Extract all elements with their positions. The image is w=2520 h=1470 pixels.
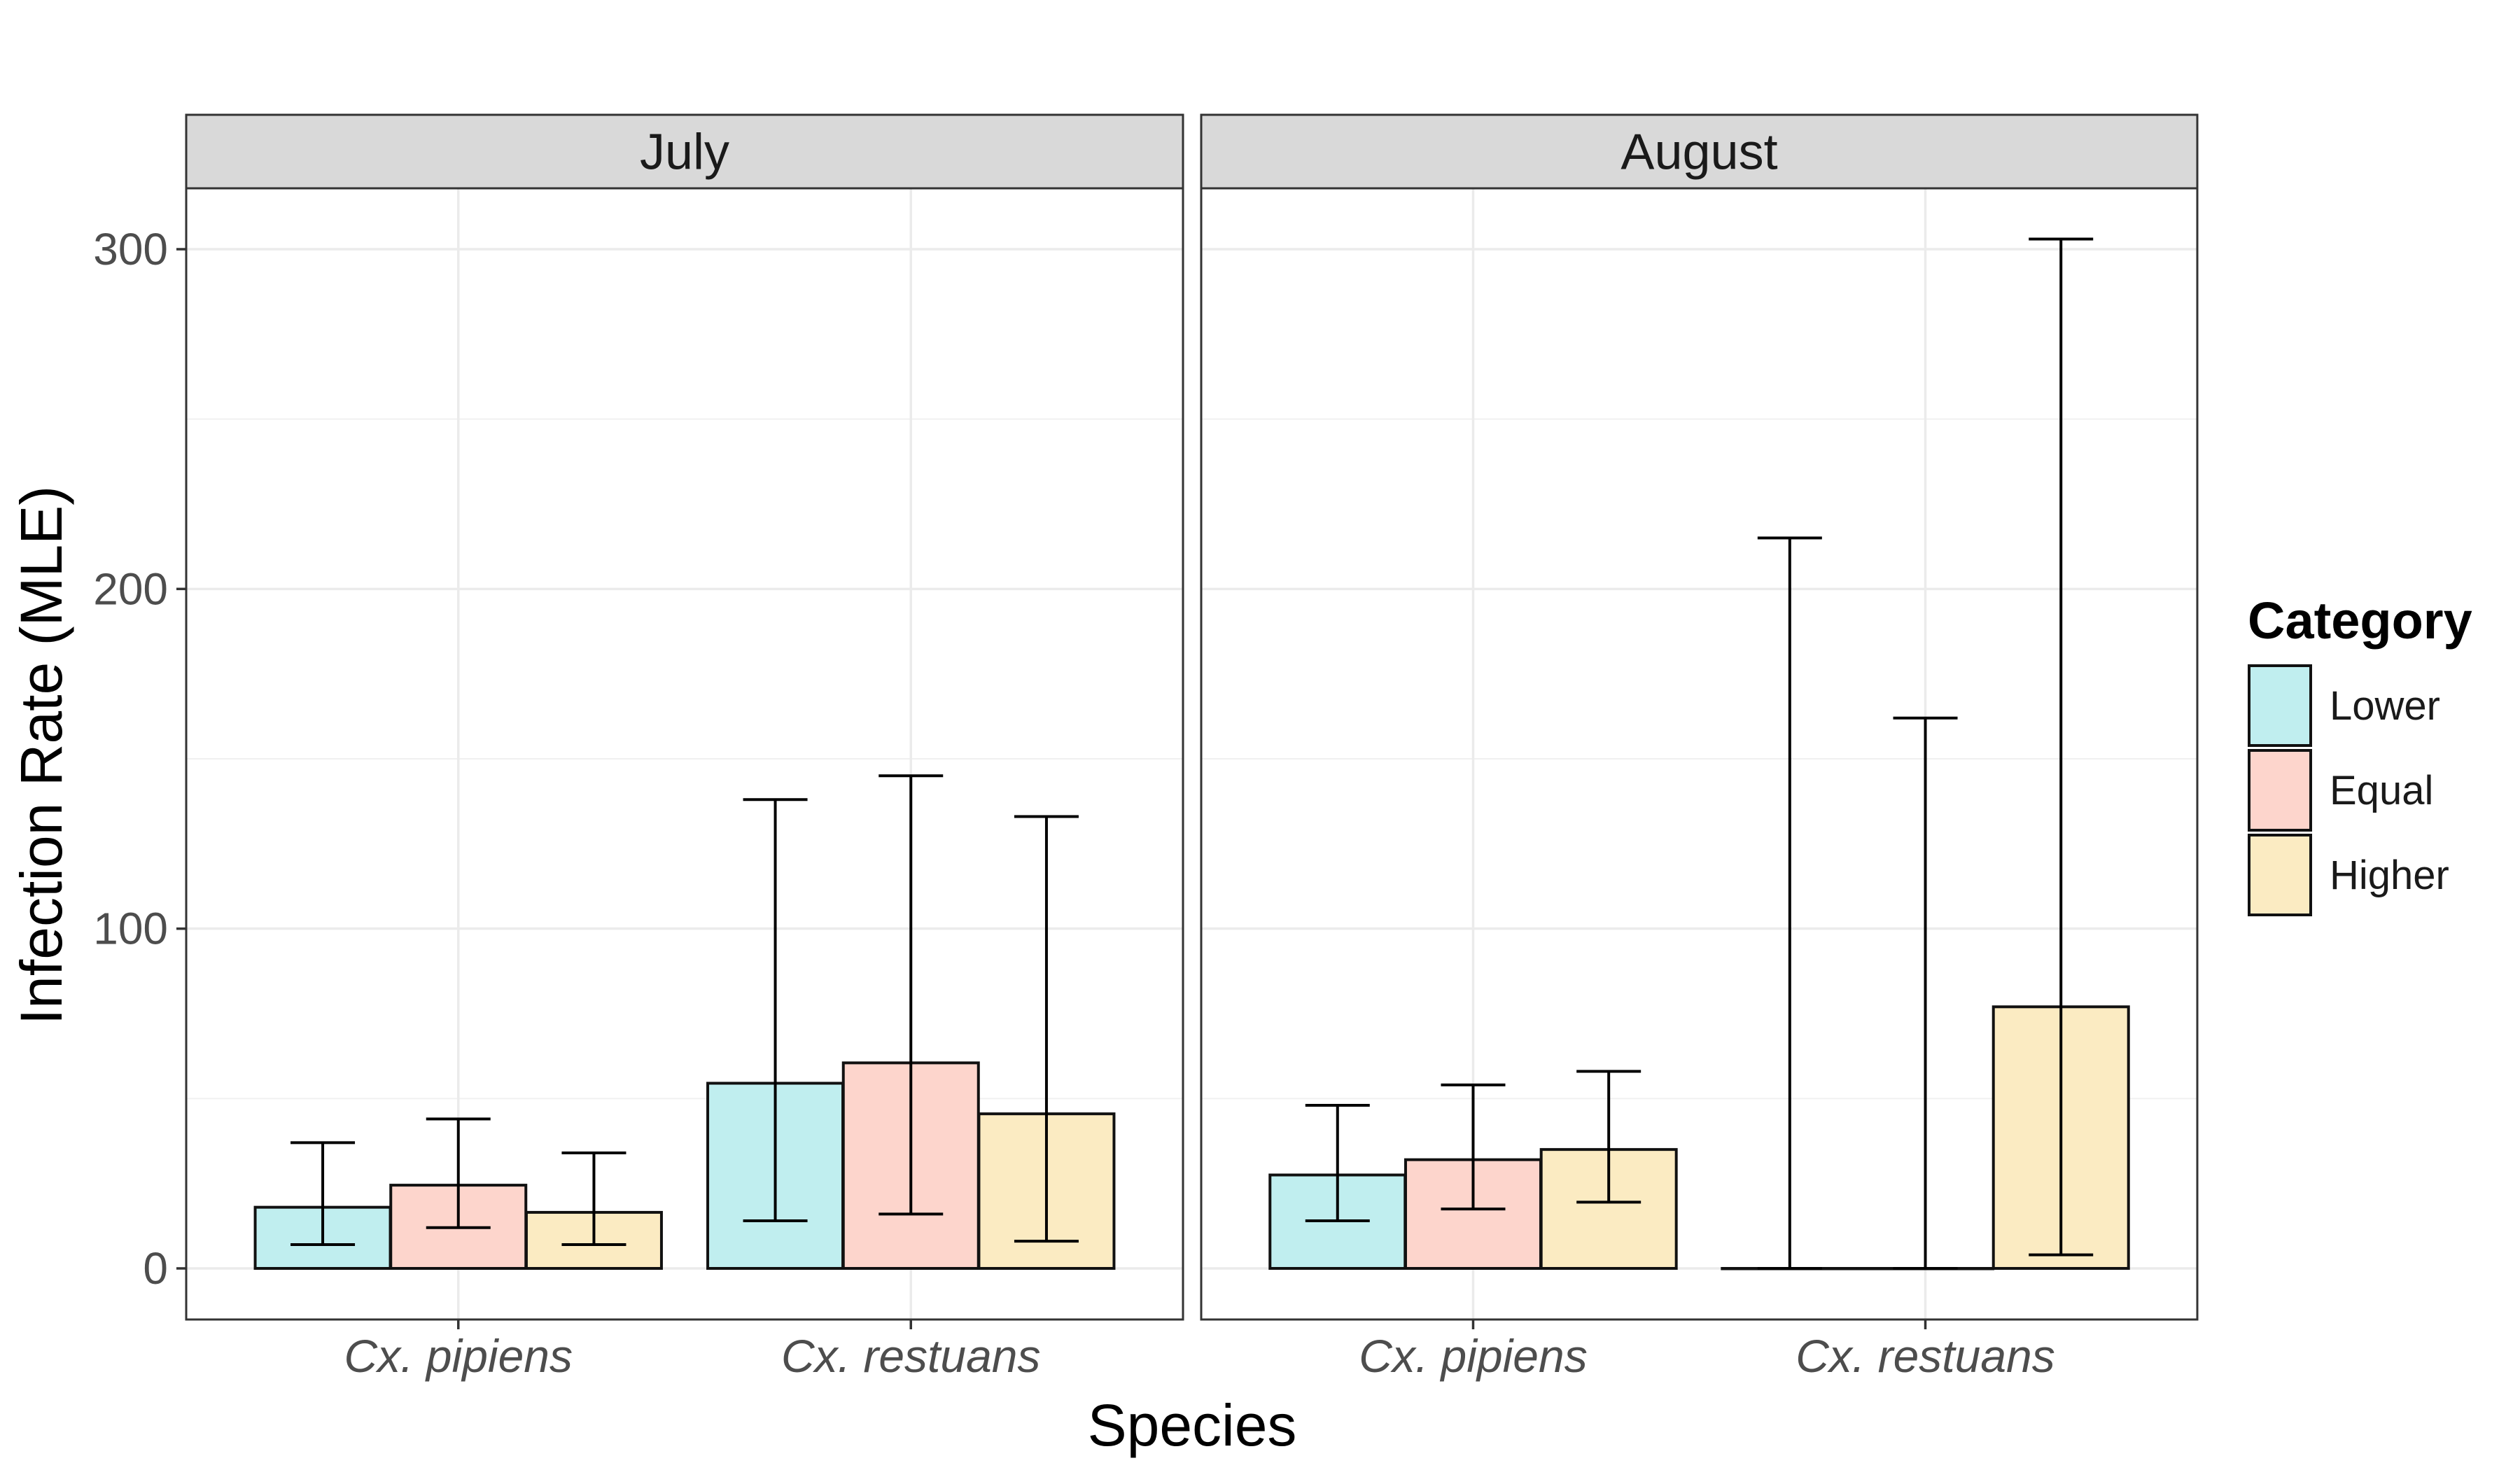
- x-tick-label: Cx. restuans: [1795, 1330, 2054, 1382]
- y-tick-label: 0: [143, 1243, 168, 1294]
- legend-key-equal: [2248, 749, 2312, 832]
- y-tick-label: 200: [93, 564, 168, 614]
- legend-key-higher: [2248, 834, 2312, 916]
- facet-strip-label: August: [1620, 125, 1777, 181]
- legend-key-lower: [2248, 664, 2312, 747]
- facet-strip-july: [185, 113, 1184, 190]
- x-tick-label: Cx. pipiens: [1359, 1330, 1588, 1382]
- panel-border: [185, 187, 1184, 1321]
- legend-label-lower: Lower: [2330, 683, 2440, 729]
- y-tick-label: 300: [93, 224, 168, 274]
- x-tick-label: Cx. restuans: [781, 1330, 1040, 1382]
- legend-title: Category: [2248, 592, 2472, 650]
- panel-border: [1200, 187, 2199, 1321]
- x-tick-label: Cx. pipiens: [344, 1330, 573, 1382]
- facet-strip-label: July: [640, 125, 729, 181]
- x-axis-title: Species: [1088, 1392, 1297, 1458]
- facet-strip-august: [1200, 113, 2199, 190]
- y-tick-label: 100: [93, 904, 168, 954]
- y-axis-title: Infection Rate (MLE): [8, 486, 74, 1025]
- legend-label-equal: Equal: [2330, 768, 2433, 813]
- legend-label-higher: Higher: [2330, 853, 2449, 898]
